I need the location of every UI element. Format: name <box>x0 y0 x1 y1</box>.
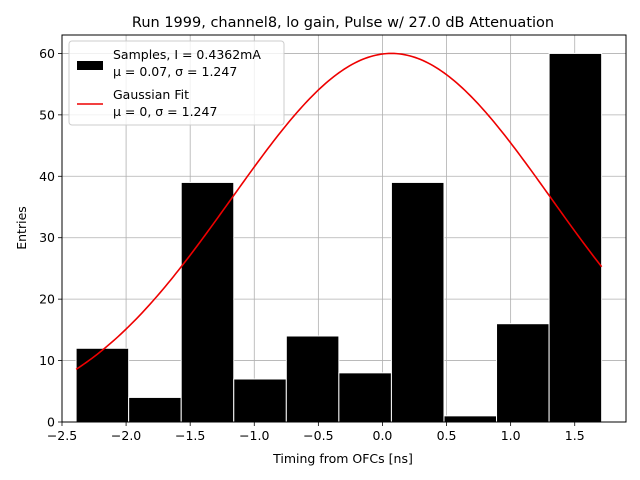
histogram-bar-0 <box>75 347 130 423</box>
x-tick-label-2: −1.5 <box>175 428 205 443</box>
histogram-bar-3 <box>233 378 287 423</box>
legend-samples-swatch <box>77 61 103 70</box>
x-tick-label-1: −2.0 <box>111 428 141 443</box>
x-tick-label-5: 0.0 <box>373 428 393 443</box>
legend-fit-label: Gaussian Fit <box>113 87 189 102</box>
histogram-bar-8 <box>496 323 550 423</box>
x-tick-label-7: 1.0 <box>501 428 521 443</box>
y-axis-ticks: 0 10 20 30 40 50 60 <box>39 46 62 430</box>
y-tick-label-3: 30 <box>39 230 55 245</box>
x-tick-label-4: −0.5 <box>303 428 333 443</box>
fit-layer <box>75 52 603 371</box>
legend: Samples, I = 0.4362mA μ = 0.07, σ = 1.24… <box>68 40 285 126</box>
y-tick-label-4: 40 <box>39 169 55 184</box>
y-tick-label-2: 20 <box>39 292 55 307</box>
histogram-bar-4 <box>285 335 340 423</box>
x-axis-ticks: −2.5 −2.0 −1.5 −1.0 −0.5 0.0 0.5 1.0 1.5 <box>47 422 585 443</box>
x-tick-label-8: 1.5 <box>565 428 585 443</box>
x-axis-label: Timing from OFCs [ns] <box>272 451 413 466</box>
legend-box <box>68 40 285 126</box>
plot-frame <box>61 34 627 423</box>
histogram-bars <box>75 52 603 423</box>
legend-samples-label: Samples, I = 0.4362mA <box>113 47 261 62</box>
y-axis-label: Entries <box>14 206 29 250</box>
histogram-bar-7 <box>443 415 498 423</box>
x-tick-label-3: −1.0 <box>239 428 269 443</box>
legend-fit-stats: μ = 0, σ = 1.247 <box>113 104 217 119</box>
y-tick-label-1: 10 <box>39 353 55 368</box>
histogram-bar-9 <box>548 52 603 423</box>
y-tick-label-6: 60 <box>39 46 55 61</box>
chart-title: Run 1999, channel8, lo gain, Pulse w/ 27… <box>132 15 554 31</box>
y-tick-label-5: 50 <box>39 107 55 122</box>
x-tick-label-0: −2.5 <box>47 428 77 443</box>
histogram-bar-5 <box>338 372 392 423</box>
histogram-bar-6 <box>390 181 445 423</box>
legend-samples-stats: μ = 0.07, σ = 1.247 <box>113 64 237 79</box>
x-tick-label-6: 0.5 <box>437 428 457 443</box>
gaussian-fit-curve <box>75 52 603 371</box>
histogram-bar-1 <box>128 396 182 423</box>
y-tick-label-0: 0 <box>47 415 55 430</box>
histogram-bar-2 <box>180 181 235 423</box>
